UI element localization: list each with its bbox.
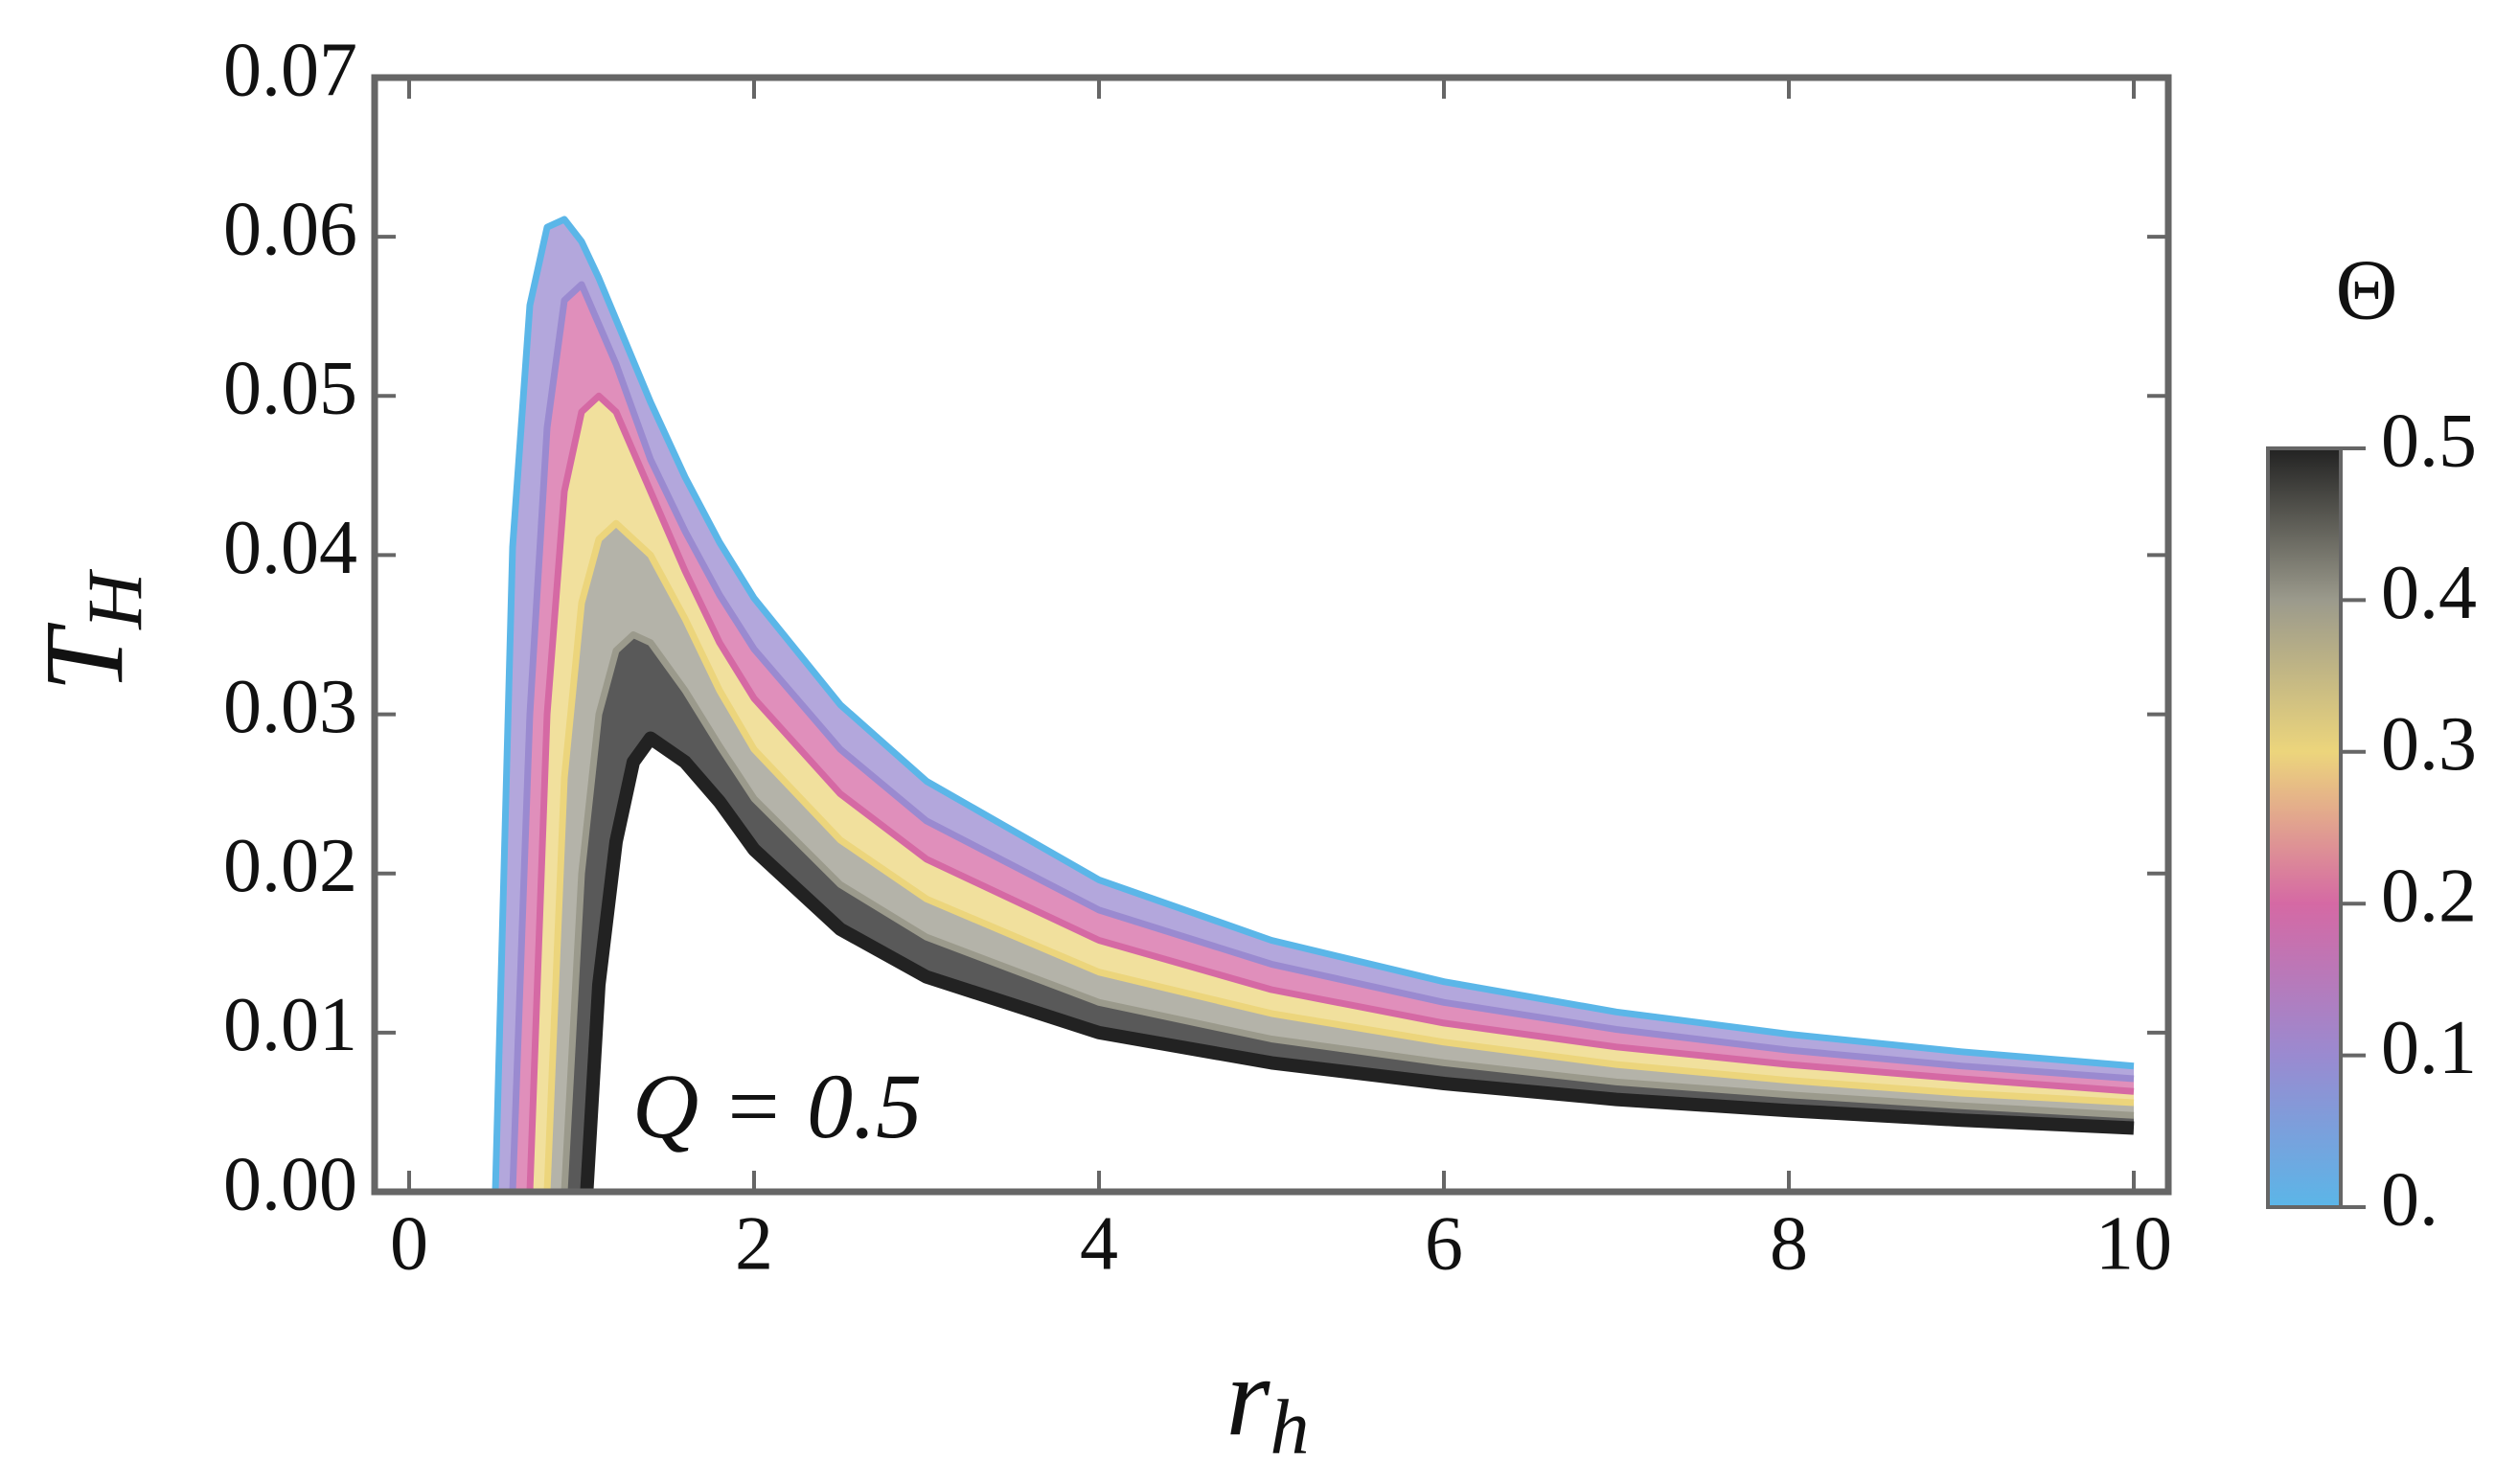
x-label-main: r	[1226, 1334, 1271, 1459]
y-tick-label: 0.01	[223, 983, 357, 1067]
x-tick-label: 6	[1425, 1201, 1463, 1286]
x-tick-label: 4	[1080, 1201, 1118, 1286]
colorbar-tick-label: 0.3	[2381, 702, 2477, 787]
colorbar-tick-label: 0.4	[2381, 551, 2477, 635]
x-tick-label: 8	[1770, 1201, 1808, 1286]
y-tick-label: 0.02	[223, 824, 357, 908]
colorbar-tick-label: 0.2	[2381, 855, 2477, 939]
x-label-sub: h	[1270, 1383, 1309, 1471]
colorbar-tick-label: 0.1	[2381, 1006, 2477, 1090]
y-label-main: T	[21, 622, 147, 692]
x-tick-label: 0	[390, 1201, 428, 1286]
y-axis-label: TH	[21, 569, 158, 693]
series-line	[561, 631, 2135, 1193]
colorbar-tick-label: 0.	[2381, 1157, 2438, 1242]
band-fill	[564, 634, 2134, 1192]
x-axis-label: rh	[1226, 1334, 1310, 1471]
series-line	[526, 392, 2135, 1193]
y-tick-label: 0.07	[223, 28, 357, 112]
series-line	[580, 731, 2135, 1193]
x-tick-label: 2	[735, 1201, 773, 1286]
annotation: Q = 0.5	[632, 1055, 922, 1157]
y-tick-label: 0.04	[223, 506, 357, 590]
colorbar-tick-label: 0.5	[2381, 399, 2477, 483]
series-line	[492, 216, 2135, 1193]
colorbar-title: Θ	[2336, 243, 2398, 338]
y-tick-label: 0.05	[223, 347, 357, 431]
y-tick-label: 0.03	[223, 665, 357, 749]
y-tick-label: 0.00	[223, 1142, 357, 1226]
y-tick-label: 0.06	[223, 188, 357, 272]
band-fill	[495, 218, 2134, 1192]
colorbar	[2266, 446, 2343, 1209]
series-line	[543, 519, 2135, 1193]
plot-frame	[371, 74, 2172, 1196]
x-tick-label: 10	[2095, 1201, 2172, 1286]
y-label-sub: H	[71, 569, 158, 630]
series-line	[509, 281, 2135, 1193]
